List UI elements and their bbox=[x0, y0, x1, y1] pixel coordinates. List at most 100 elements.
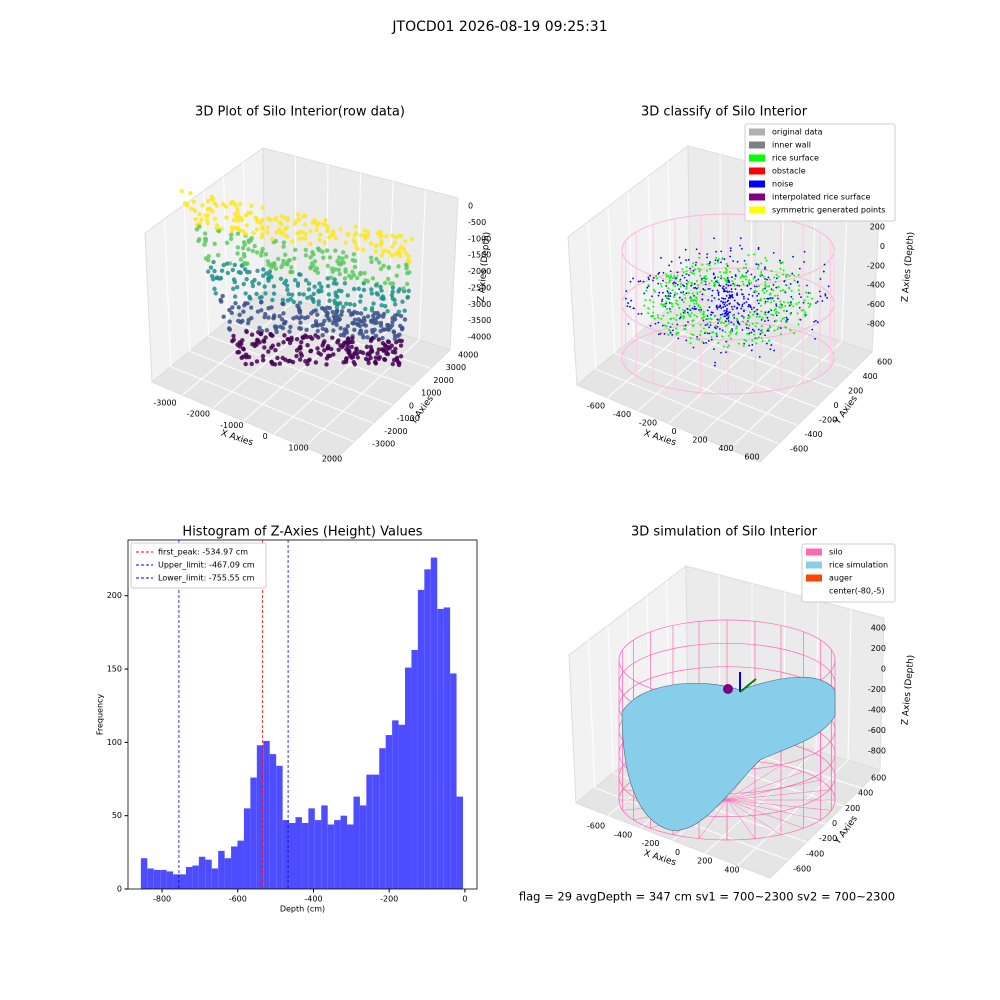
scatter-decor bbox=[409, 236, 414, 242]
scatter-decor bbox=[369, 291, 374, 296]
noise-decor bbox=[708, 326, 711, 329]
noise-decor bbox=[766, 316, 769, 319]
noise-decor bbox=[743, 309, 745, 312]
scatter-decor bbox=[227, 307, 232, 313]
surface-decor bbox=[679, 282, 682, 285]
scatter-decor bbox=[368, 241, 374, 246]
y-tick-label: 600 bbox=[877, 358, 892, 367]
scatter-decor bbox=[303, 213, 308, 219]
surface-decor bbox=[725, 262, 728, 265]
surface-decor bbox=[698, 256, 701, 259]
scatter-decor bbox=[236, 270, 242, 275]
surface-decor bbox=[753, 253, 756, 256]
noise-decor bbox=[796, 280, 799, 283]
z-tick-label: -400 bbox=[868, 706, 886, 715]
scatter-decor bbox=[237, 201, 243, 207]
noise-decor bbox=[661, 324, 664, 327]
noise-decor bbox=[767, 319, 770, 322]
bar bbox=[398, 724, 406, 889]
surface-decor bbox=[675, 299, 678, 302]
surface-decor bbox=[655, 274, 658, 277]
surface-decor bbox=[768, 278, 771, 281]
scatter-decor bbox=[321, 306, 326, 312]
noise-decor bbox=[747, 305, 750, 308]
scatter-decor bbox=[392, 240, 397, 245]
surface-decor bbox=[768, 293, 771, 296]
noise-decor bbox=[719, 313, 722, 316]
surface-decor bbox=[717, 257, 720, 260]
scatter-decor bbox=[356, 286, 362, 291]
surface-decor bbox=[678, 306, 681, 309]
noise-decor bbox=[751, 295, 754, 297]
surface-decor bbox=[667, 321, 670, 324]
bar bbox=[347, 824, 354, 889]
noise-decor bbox=[723, 303, 726, 306]
scatter-decor bbox=[406, 254, 412, 259]
noise-decor bbox=[673, 281, 676, 284]
legend-swatch bbox=[749, 180, 765, 188]
scatter-decor bbox=[375, 230, 381, 236]
scatter-decor bbox=[316, 299, 322, 304]
scatter-decor bbox=[379, 240, 384, 246]
legend-box bbox=[130, 542, 267, 589]
scatter-decor bbox=[345, 323, 351, 329]
surface-decor bbox=[702, 310, 705, 313]
noise-decor bbox=[661, 300, 663, 303]
scatter-decor bbox=[246, 247, 251, 252]
surface-decor bbox=[736, 318, 739, 321]
surface-decor bbox=[645, 289, 648, 292]
scatter-decor bbox=[373, 333, 379, 339]
scatter-decor bbox=[404, 263, 409, 269]
scatter-decor bbox=[210, 209, 215, 214]
surface-decor bbox=[702, 327, 705, 330]
scatter-decor bbox=[279, 317, 285, 322]
surface-decor bbox=[698, 270, 701, 273]
scatter-decor bbox=[350, 311, 355, 316]
noise-decor bbox=[630, 299, 633, 302]
scatter-decor bbox=[269, 274, 274, 280]
scatter-decor bbox=[298, 346, 303, 351]
scatter-decor bbox=[381, 311, 387, 317]
scatter-decor bbox=[305, 295, 310, 301]
noise-decor bbox=[711, 294, 713, 297]
noise-decor bbox=[722, 306, 725, 308]
bar bbox=[301, 823, 309, 889]
noise-decor bbox=[725, 311, 727, 314]
noise-decor bbox=[696, 336, 699, 338]
scatter-decor bbox=[345, 293, 351, 298]
scatter-decor bbox=[265, 230, 270, 235]
bar bbox=[173, 874, 180, 889]
noise-decor bbox=[710, 313, 712, 316]
surface-decor bbox=[777, 286, 780, 289]
noise-decor bbox=[756, 294, 759, 297]
scatter-decor bbox=[392, 336, 398, 342]
noise-decor bbox=[740, 247, 743, 250]
scatter-decor bbox=[291, 316, 296, 321]
surface-decor bbox=[699, 334, 702, 337]
scatter-decor bbox=[295, 281, 301, 286]
scatter-decor bbox=[364, 344, 370, 350]
scatter-decor bbox=[330, 309, 335, 315]
noise-decor bbox=[715, 304, 718, 307]
scatter-decor bbox=[232, 262, 238, 268]
noise-decor bbox=[715, 250, 717, 253]
scatter-decor bbox=[289, 265, 294, 270]
scatter-decor bbox=[259, 294, 264, 300]
surface-decor bbox=[686, 273, 689, 276]
surface-decor bbox=[693, 298, 696, 301]
surface-decor bbox=[705, 269, 708, 272]
scatter-decor bbox=[205, 220, 211, 226]
scatter-decor bbox=[205, 198, 211, 204]
scatter-decor bbox=[291, 299, 297, 305]
scatter-decor bbox=[243, 232, 249, 237]
surface-decor bbox=[753, 289, 756, 292]
surface-decor bbox=[674, 285, 677, 288]
surface-decor bbox=[674, 278, 677, 281]
noise-decor bbox=[757, 328, 760, 331]
surface-decor bbox=[761, 289, 764, 292]
scatter-decor bbox=[343, 240, 348, 245]
scatter-decor bbox=[259, 308, 264, 313]
scatter-decor bbox=[386, 265, 392, 271]
scatter-decor bbox=[392, 350, 398, 355]
noise-decor bbox=[821, 300, 824, 302]
